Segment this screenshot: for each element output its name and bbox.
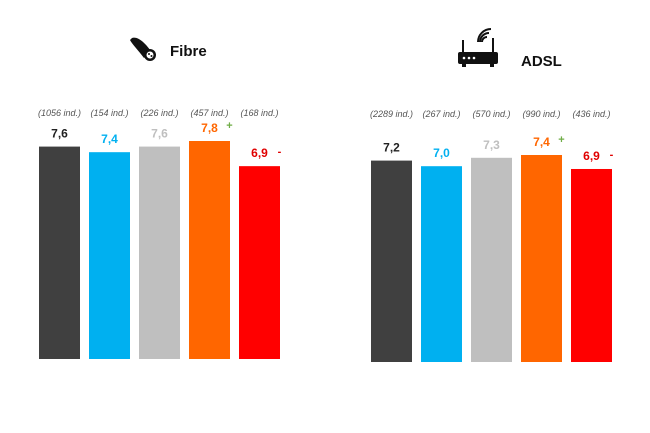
adsl-value-label-1: 7,0 [433, 146, 450, 160]
fibre-bar-4 [239, 166, 280, 359]
fibre-count-label-3: (457 ind.) [190, 108, 228, 118]
adsl-bar-0 [371, 160, 412, 362]
adsl-panel-title: ADSL [521, 53, 562, 70]
adsl-count-label-1: (267 ind.) [422, 109, 460, 119]
fibre-marker-4: - [278, 146, 282, 158]
adsl-value-label-3: 7,4 [533, 135, 550, 149]
adsl-count-label-3: (990 ind.) [522, 109, 560, 119]
adsl-value-label-4: 6,9 [583, 149, 600, 163]
fibre-bar-1 [89, 152, 130, 359]
adsl-count-label-0: (2289 ind.) [370, 109, 413, 119]
adsl-count-label-4: (436 ind.) [572, 109, 610, 119]
fibre-value-label-0: 7,6 [51, 127, 68, 141]
adsl-marker-4: - [610, 149, 614, 161]
fibre-value-label-4: 6,9 [251, 146, 268, 160]
adsl-bar-1 [421, 166, 462, 362]
fibre-count-label-0: (1056 ind.) [38, 108, 81, 118]
chart-marks: (1056 ind.) 7,6 (154 ind.) 7,4 (226 ind.) 7,6… [38, 108, 614, 362]
fibre-bar-2 [139, 146, 180, 359]
adsl-bar-2 [471, 157, 512, 362]
fibre-count-label-4: (168 ind.) [240, 108, 278, 118]
fibre-value-label-3: 7,8 [201, 121, 218, 135]
fibre-value-label-1: 7,4 [101, 132, 118, 146]
fibre-cable-icon [130, 37, 156, 61]
fibre-value-label-2: 7,6 [151, 127, 168, 141]
adsl-count-label-2: (570 ind.) [472, 109, 510, 119]
fibre-bar-0 [39, 146, 80, 359]
adsl-value-label-0: 7,2 [383, 141, 400, 155]
router-icon [458, 28, 498, 67]
adsl-marker-3: + [558, 134, 564, 146]
fibre-bar-3 [189, 141, 230, 359]
fibre-panel-title: Fibre [170, 43, 207, 60]
fibre-marker-3: + [226, 120, 232, 132]
adsl-bar-4 [571, 168, 612, 362]
adsl-value-label-2: 7,3 [483, 138, 500, 152]
fibre-count-label-2: (226 ind.) [140, 108, 178, 118]
fibre-count-label-1: (154 ind.) [90, 108, 128, 118]
adsl-bar-3 [521, 155, 562, 362]
